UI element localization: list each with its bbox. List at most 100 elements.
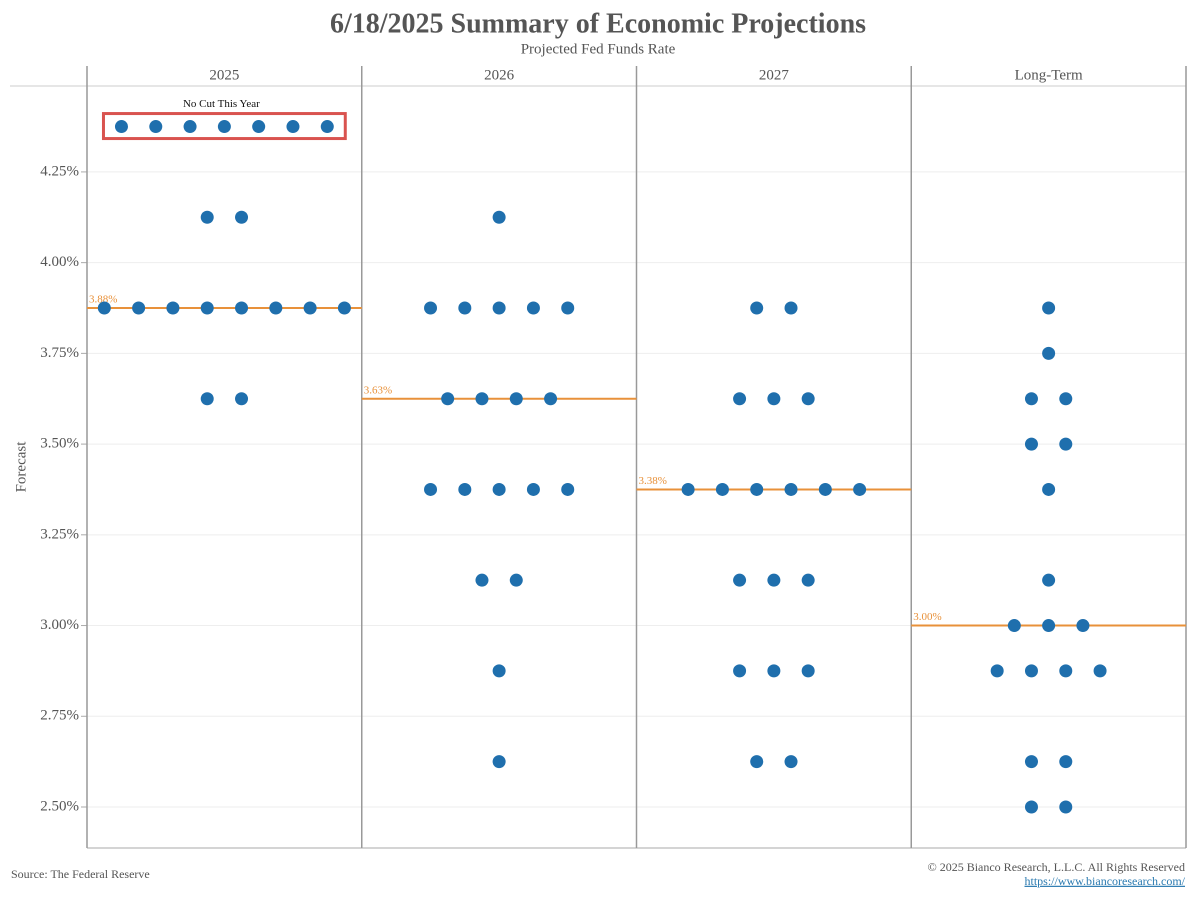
dot [509,392,523,406]
copyright: © 2025 Bianco Research, L.L.C. All Right… [928,860,1185,874]
panel-header: Long-Term [1015,67,1083,83]
dot [492,301,506,315]
dot [1059,392,1073,406]
dot [1024,755,1038,769]
dot [97,301,111,315]
median-label: 3.38% [639,475,667,487]
dot [337,301,351,315]
dot [235,301,249,315]
dot [200,392,214,406]
dot [750,755,764,769]
dot [801,664,815,678]
annotation: No Cut This Year [183,98,260,110]
annotation-box [101,112,347,141]
panel-header: 2027 [759,67,790,83]
dot [784,482,798,496]
dot [750,301,764,315]
dot [132,301,146,315]
dot [1059,755,1073,769]
y-tick-label: 4.00% [40,254,79,270]
dot [1024,392,1038,406]
dot [286,120,300,134]
dot [114,120,128,134]
panel-header: 2025 [209,67,239,83]
source: Source: The Federal Reserve [11,867,150,881]
dot [767,573,781,587]
dot [1024,664,1038,678]
dot [303,301,317,315]
dot [441,392,455,406]
dot [269,301,283,315]
dot [166,301,180,315]
dot [475,573,489,587]
dot [801,392,815,406]
dot [1059,437,1073,451]
dot [492,755,506,769]
dot [492,664,506,678]
median-label: 3.63% [364,384,392,396]
dot [801,573,815,587]
dot [853,482,867,496]
dot [1024,800,1038,814]
dot [818,482,832,496]
dot [1042,346,1056,360]
dot [458,482,472,496]
dot [200,301,214,315]
dot [200,210,214,224]
dot [990,664,1004,678]
dot [252,120,266,134]
y-tick-label: 4.25% [40,163,79,179]
dot [1059,664,1073,678]
dot [509,573,523,587]
dot [715,482,729,496]
dot [1042,301,1056,315]
dot [424,301,438,315]
chart-subtitle: Projected Fed Funds Rate [521,41,676,57]
dot [424,482,438,496]
dot [1024,437,1038,451]
dot [784,755,798,769]
dot [458,301,472,315]
y-tick-label: 2.75% [40,708,79,724]
panel-header: 2026 [484,67,515,83]
dot [767,664,781,678]
dot [733,664,747,678]
dot [561,482,575,496]
dot [1042,619,1056,633]
dot [492,482,506,496]
dot [217,120,231,134]
dot [1042,482,1056,496]
chart-title: 6/18/2025 Summary of Economic Projection… [330,8,866,39]
dot [475,392,489,406]
dot [526,482,540,496]
dot [561,301,575,315]
y-tick-label: 2.50% [40,798,79,814]
dot [1059,800,1073,814]
dot [235,210,249,224]
dot [681,482,695,496]
dot [733,392,747,406]
dot [1076,619,1090,633]
dot [183,120,197,134]
dot [750,482,764,496]
dot [733,573,747,587]
dot [149,120,163,134]
dot [1093,664,1107,678]
y-tick-label: 3.50% [40,436,79,452]
dot [1042,573,1056,587]
median-label: 3.00% [913,611,941,623]
y-tick-label: 3.00% [40,617,79,633]
dot [235,392,249,406]
y-tick-label: 3.25% [40,526,79,542]
dot [767,392,781,406]
y-tick-label: 3.75% [40,345,79,361]
url[interactable]: https://www.biancoresearch.com/ [1024,874,1185,888]
dot [526,301,540,315]
dot [544,392,558,406]
dot [784,301,798,315]
y-axis-label: Forecast [13,441,29,493]
median-label: 3.88% [89,294,117,306]
dot [492,210,506,224]
dot [1007,619,1021,633]
